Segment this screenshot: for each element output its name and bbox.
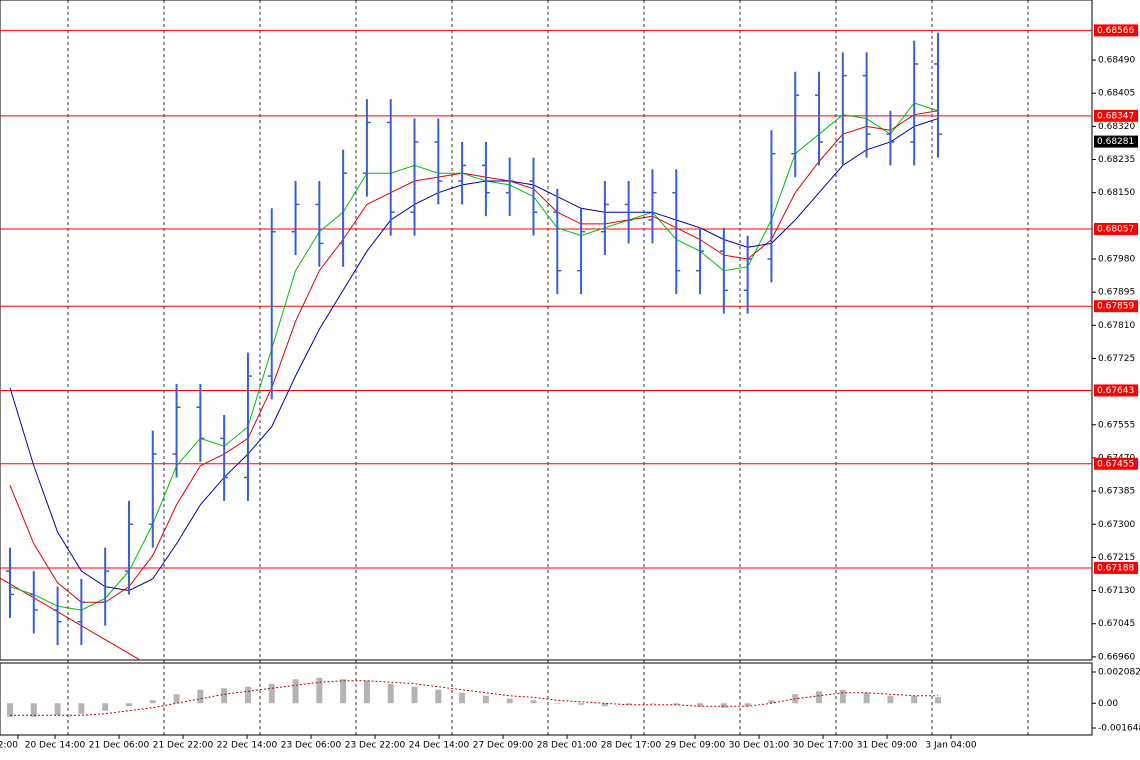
level-label-box [1094, 300, 1138, 313]
y-tick-label: -0.001648 [1098, 724, 1140, 734]
x-tick-label: 27 Dec 09:00 [473, 741, 534, 751]
histogram-bar [578, 703, 585, 705]
histogram-bar [816, 691, 823, 704]
x-tick-label: 22 Dec 14:00 [217, 741, 278, 751]
histogram-bar [887, 695, 894, 704]
histogram-bar [720, 703, 727, 708]
x-tick-label: 21 Dec 22:00 [153, 741, 214, 751]
x-tick-label: 23 Dec 22:00 [345, 741, 406, 751]
histogram-bar [530, 700, 537, 704]
y-tick-label: 0.68235 [1098, 155, 1135, 165]
x-tick-label: 31 Dec 09:00 [857, 741, 918, 751]
level-label: 0.67188 [1097, 563, 1134, 573]
y-tick-label: 0.00 [1098, 699, 1118, 709]
level-label: 0.68057 [1097, 224, 1134, 234]
x-tick-label: 21 Dec 06:00 [89, 741, 150, 751]
level-label-box [1094, 222, 1138, 235]
x-tick-label: 28 Dec 17:00 [601, 741, 662, 751]
histogram-bar [149, 700, 156, 704]
level-label: 0.68347 [1097, 111, 1134, 121]
histogram-bar [30, 703, 37, 717]
histogram-bar [244, 686, 251, 704]
histogram-bar [697, 703, 704, 707]
main-panel [0, 0, 1093, 661]
level-label-box [1094, 109, 1138, 122]
histogram-bar [363, 680, 370, 704]
x-tick-label: 30 Dec 17:00 [793, 741, 854, 751]
signal-line [10, 680, 938, 716]
histogram-bar [459, 692, 466, 704]
histogram-bar [292, 679, 299, 704]
level-label: 0.67643 [1097, 386, 1134, 396]
moving-average [9, 118, 939, 592]
x-tick-label: 2:00 [0, 741, 18, 751]
histogram-bar [387, 683, 394, 704]
histogram-bar [911, 695, 918, 704]
x-tick-label: 28 Dec 01:00 [537, 741, 598, 751]
level-label-box [1094, 457, 1138, 470]
x-tick-label: 30 Dec 01:00 [729, 741, 790, 751]
y-tick-label: 0.67895 [1098, 288, 1135, 298]
histogram-bar [316, 677, 323, 704]
histogram-bar [173, 694, 180, 704]
histogram-bar [554, 703, 561, 704]
histogram-bar [7, 703, 13, 717]
x-tick-label: 24 Dec 14:00 [409, 741, 470, 751]
histogram-bar [54, 703, 61, 716]
histogram-bar [78, 703, 85, 714]
y-tick-label: 0.67385 [1098, 487, 1135, 497]
moving-average [9, 102, 939, 611]
histogram-bar [268, 683, 275, 704]
histogram-bar [125, 703, 132, 707]
histogram-bar [935, 697, 941, 704]
histogram-bar [340, 679, 347, 704]
current-price-box [1094, 135, 1138, 148]
histogram-bar [506, 698, 513, 704]
x-tick-label: 3 Jan 04:00 [925, 741, 977, 751]
histogram-bar [673, 703, 680, 705]
current-price-label: 0.68281 [1097, 137, 1134, 147]
x-tick-label: 29 Dec 09:00 [665, 741, 726, 751]
histogram-bar [197, 689, 204, 704]
y-tick-label: 0.68490 [1098, 56, 1135, 66]
y-tick-label: 0.67215 [1098, 553, 1135, 563]
level-label: 0.67455 [1097, 459, 1134, 469]
histogram-bar [411, 686, 418, 704]
y-tick-label: 0.002082 [1098, 668, 1140, 678]
histogram-bar [744, 703, 751, 707]
histogram-bar [768, 700, 775, 704]
histogram-bar [601, 703, 608, 707]
y-tick-label: 0.68150 [1098, 188, 1135, 198]
trend-line [0, 577, 141, 661]
histogram-bar [221, 688, 228, 704]
level-label: 0.68566 [1097, 26, 1134, 36]
histogram-bar [482, 695, 489, 704]
y-tick-label: 0.67980 [1098, 255, 1135, 265]
level-label-box [1094, 561, 1138, 574]
y-tick-label: 0.67130 [1098, 586, 1135, 596]
level-label-box [1094, 24, 1138, 37]
histogram-bar [863, 692, 870, 704]
level-label: 0.67859 [1097, 302, 1134, 312]
y-tick-label: 0.67725 [1098, 354, 1135, 364]
y-tick-label: 0.67810 [1098, 321, 1135, 331]
moving-average [9, 110, 939, 603]
x-tick-label: 20 Dec 14:00 [25, 741, 86, 751]
histogram-bar [649, 703, 656, 704]
x-tick-label: 23 Dec 06:00 [281, 741, 342, 751]
y-tick-label: 0.66960 [1098, 652, 1135, 662]
y-tick-label: 0.68405 [1098, 89, 1135, 99]
histogram-bar [102, 703, 109, 711]
y-tick-label: 0.68320 [1098, 122, 1135, 132]
level-label-box [1094, 384, 1138, 397]
histogram-bar [625, 703, 632, 705]
y-tick-label: 0.67045 [1098, 619, 1135, 629]
histogram-bar [435, 689, 442, 704]
y-tick-label: 0.67300 [1098, 520, 1135, 530]
y-tick-label: 0.67555 [1098, 420, 1135, 430]
indicator-panel [0, 662, 1093, 736]
histogram-bar [839, 689, 846, 704]
